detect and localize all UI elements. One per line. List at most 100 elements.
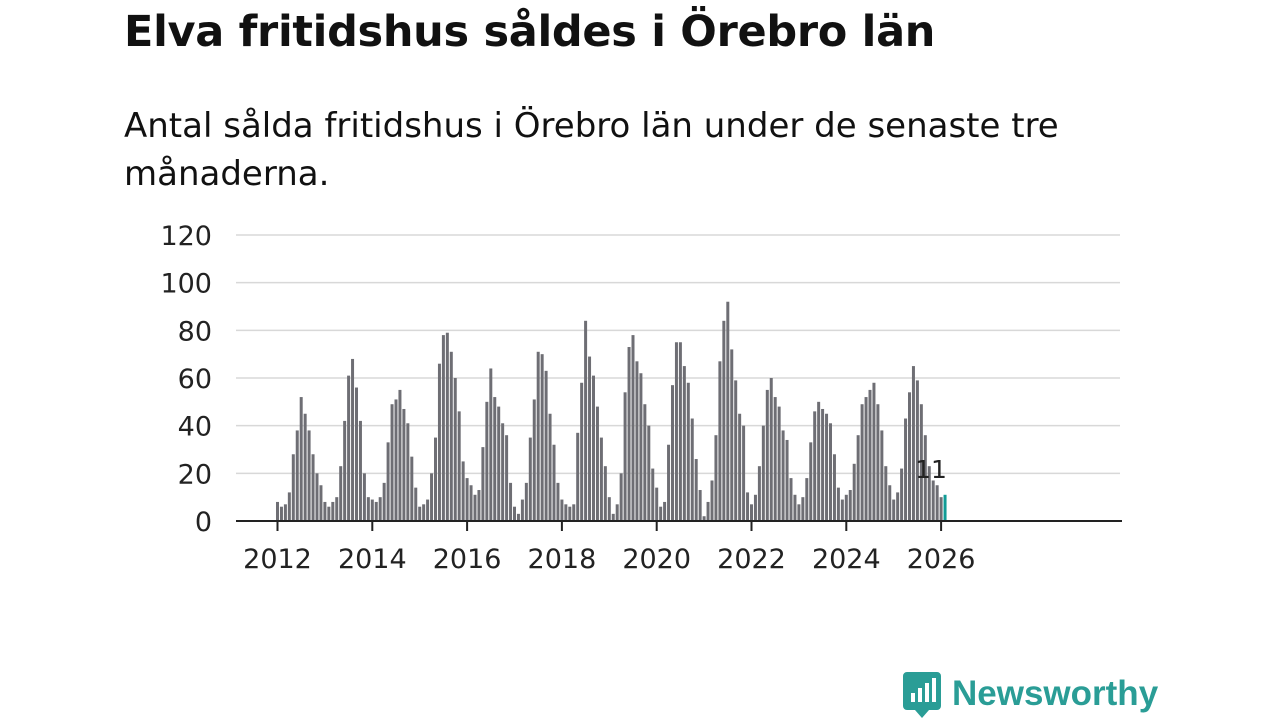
chart-subtitle: Antal sålda fritidshus i Örebro län unde… (124, 106, 1059, 194)
bar (722, 320, 726, 521)
bar (939, 497, 943, 521)
bar (860, 404, 864, 521)
bar (923, 435, 927, 521)
bar (603, 466, 607, 521)
bar (355, 387, 358, 521)
bar (588, 356, 592, 521)
bar (919, 404, 923, 521)
bar (382, 482, 386, 521)
bar (351, 358, 355, 521)
bar (386, 442, 390, 521)
bar (516, 513, 520, 521)
bar (892, 499, 896, 521)
bar (347, 375, 351, 521)
bar (473, 494, 477, 521)
bar (832, 454, 836, 521)
bar (876, 404, 880, 521)
bar (746, 492, 750, 521)
data-labels: 11 (915, 455, 947, 484)
x-tick-label: 2012 (243, 544, 312, 575)
bar (449, 351, 453, 521)
bar (927, 466, 931, 521)
bar (548, 413, 552, 521)
bar (821, 408, 825, 521)
bar (362, 473, 366, 521)
bar (560, 499, 564, 521)
bar (880, 430, 884, 521)
bar (911, 366, 915, 521)
bar (750, 504, 753, 521)
bar (323, 501, 327, 521)
bar (896, 492, 900, 521)
bar (370, 499, 374, 521)
bar (674, 342, 678, 521)
bar (773, 397, 777, 521)
bar (635, 361, 639, 521)
x-tick-label: 2014 (338, 544, 407, 575)
bar (690, 418, 694, 521)
bar-highlight (943, 494, 947, 521)
bar (872, 382, 876, 521)
bars (276, 301, 947, 521)
bar (686, 382, 690, 521)
bar (366, 497, 370, 521)
bar (544, 370, 548, 521)
bar (908, 392, 911, 521)
y-tick-label: 80 (178, 316, 212, 347)
bar (753, 494, 757, 521)
bar (291, 454, 295, 521)
bar (805, 478, 809, 521)
bar (469, 485, 473, 521)
bar (358, 420, 362, 521)
bar (817, 401, 821, 521)
bar (667, 444, 671, 521)
bar (524, 482, 528, 521)
bar (639, 373, 643, 521)
bar (489, 368, 493, 521)
bar (394, 399, 398, 521)
bar (682, 366, 686, 521)
bar (331, 501, 335, 521)
bar (584, 320, 588, 521)
bar (781, 430, 785, 521)
bar (426, 499, 430, 521)
bar (738, 413, 742, 521)
bar (726, 301, 730, 521)
bar (315, 473, 319, 521)
bar (437, 363, 441, 521)
bar (663, 501, 667, 521)
y-tick-label: 60 (178, 364, 212, 395)
bar (283, 504, 287, 521)
bar (793, 494, 797, 521)
bar (595, 406, 599, 521)
highlight-value-label: 11 (915, 455, 947, 484)
bar (410, 456, 414, 521)
bar (299, 397, 303, 521)
bar (785, 439, 789, 521)
bar (378, 497, 382, 521)
bar (615, 504, 619, 521)
bar (734, 380, 738, 521)
bar (825, 413, 829, 521)
bar (848, 490, 852, 521)
x-tick-label: 2022 (717, 544, 786, 575)
x-tick-label: 2020 (622, 544, 691, 575)
x-tick-label: 2024 (812, 544, 881, 575)
bar (430, 473, 434, 521)
bar (844, 494, 848, 521)
bar (904, 418, 908, 521)
x-tick-label: 2018 (528, 544, 597, 575)
bar (655, 487, 659, 521)
bar (599, 437, 603, 521)
bar (592, 375, 595, 521)
bar (434, 437, 437, 521)
bar (327, 506, 331, 521)
bar (461, 461, 465, 521)
bar (742, 425, 746, 521)
bar (813, 411, 817, 521)
bar (276, 501, 279, 521)
bar (441, 335, 445, 521)
bar (730, 349, 734, 521)
bar (884, 466, 888, 521)
